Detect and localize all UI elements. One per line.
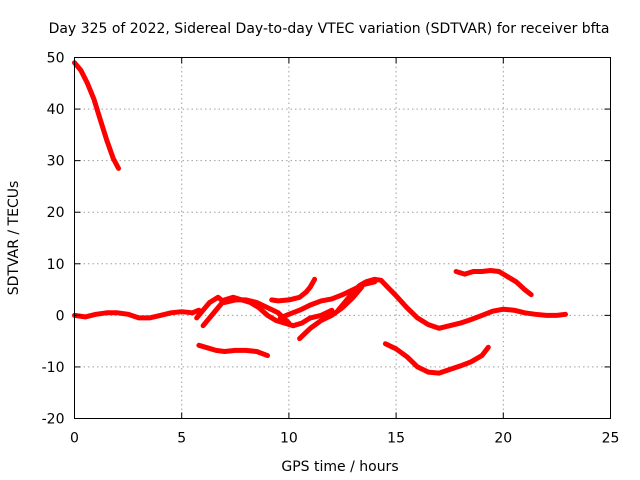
y-tick-label: 20: [47, 205, 65, 221]
x-tick-label: 15: [387, 431, 405, 447]
grid-layer: [74, 57, 611, 419]
series-arc-6: [269, 276, 318, 304]
x-tick-label: 25: [602, 431, 620, 447]
plot-frame: [74, 57, 611, 419]
series-arc-8: [297, 284, 365, 342]
series-arc-1: [72, 60, 121, 171]
y-tick-label: 40: [47, 102, 65, 118]
trace-layer: [72, 60, 568, 376]
y-tick-label: 30: [47, 154, 65, 170]
x-tick-label: 10: [280, 431, 298, 447]
y-tick-label: 10: [47, 257, 65, 273]
chart-title: Day 325 of 2022, Sidereal Day-to-day VTE…: [49, 21, 610, 37]
y-tick-label: 50: [47, 51, 65, 67]
series-arc-4: [200, 294, 335, 329]
tick-layer: 0 5 10 15 20 25 -20 -10 0 10 20 30 40 50: [42, 51, 620, 447]
series-arc-9: [335, 276, 568, 331]
y-tick-label: 0: [56, 308, 65, 324]
y-axis-label: SDTVAR / TECUs: [6, 181, 22, 296]
x-tick-label: 0: [70, 431, 79, 447]
x-axis-label: GPS time / hours: [281, 459, 398, 475]
y-tick-label: -10: [42, 360, 65, 376]
series-arc-10: [382, 341, 491, 376]
series-arc-2: [72, 307, 202, 321]
x-tick-label: 5: [177, 431, 186, 447]
x-tick-label: 20: [494, 431, 512, 447]
y-tick-label: -20: [42, 412, 65, 428]
series-arc-5: [196, 342, 270, 359]
series-arc-11: [453, 268, 534, 298]
